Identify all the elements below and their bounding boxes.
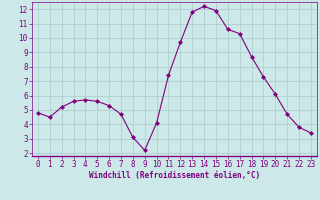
X-axis label: Windchill (Refroidissement éolien,°C): Windchill (Refroidissement éolien,°C) <box>89 171 260 180</box>
